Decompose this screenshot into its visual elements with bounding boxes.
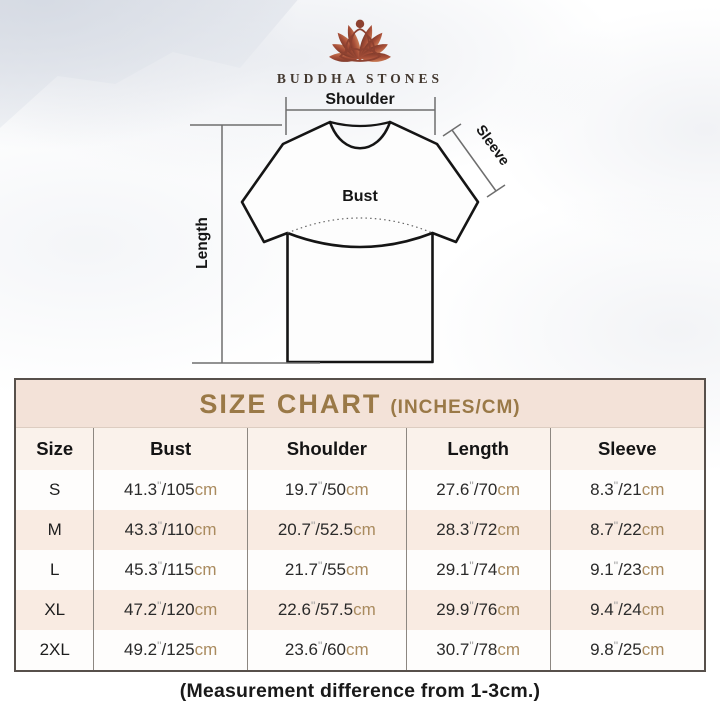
bust-value: 43.3 "/110 cm [94,510,248,550]
table-header-row: Size Bust Shoulder Length Sleeve [16,428,704,470]
table-row-2xl: 2XL 49.2 "/125 cm 23.6 "/60 cm 30.7 "/78 cm 9.8 "/2… [16,630,704,670]
size-label: 2XL [16,630,95,670]
sleeve-value: 9.4 "/24 cm [590,599,665,619]
table-row-m: M 43.3 "/110 cm 20.7 "/52.5 cm 28.3 "/72 cm 8.7 "/2… [16,510,704,550]
size-label: M [16,510,95,550]
column-header-sleeve: Sleeve [597,438,657,459]
lotus-meditation-icon [329,19,391,62]
length-value: 29.1 "/74 cm [407,550,551,590]
brand-name: BUDDHA STONES [276,71,444,86]
bust-label: Bust [342,188,378,205]
column-header-length: Length [407,428,551,470]
size-label: XL [16,590,95,630]
sleeve-value: 8.3 "/21 cm [590,479,665,499]
bust-value: 47.2 "/120 cm [94,590,248,630]
length-value: 30.7 "/78 cm [407,630,551,670]
shoulder-value: 21.7 "/55 cm [248,550,407,590]
brand-logo-block: BUDDHA STONES [0,8,720,87]
length-label: Length [194,217,211,269]
shoulder-value: 19.7 "/50 cm [248,470,407,510]
column-header-size: Size [16,428,95,470]
size-chart-title: SIZE CHART [199,389,382,419]
column-header-shoulder: Shoulder [248,428,407,470]
meditating-figure [338,19,382,62]
sleeve-value: 8.7 "/22 cm [590,519,665,539]
length-value: 29.9 "/76 cm [407,590,551,630]
shoulder-value: 23.6 "/60 cm [248,630,407,670]
size-label: L [16,550,95,590]
sleeve-label: Sleeve [472,122,512,169]
sleeve-value: 9.1 "/23 cm [590,559,665,579]
shoulder-value: 22.6 "/57.5 cm [248,590,407,630]
sleeve-value: 9.8 "/25 cm [590,639,665,659]
shoulder-value: 20.7 "/52.5 cm [248,510,407,550]
collar-back-line [329,120,391,128]
size-chart-title-band: SIZE CHART (INCHES/CM) [16,380,704,428]
shoulder-label: Shoulder [325,91,394,108]
table-row-s: S 41.3 "/105 cm 19.7 "/50 cm 27.6 "/70 cm 8.3 "/21 c… [16,470,704,510]
bust-value: 45.3 "/115 cm [94,550,248,590]
size-table: SIZE CHART (INCHES/CM) Size Bust Shoulder L… [14,378,706,672]
length-measure-line [190,124,320,364]
length-value: 28.3 "/72 cm [407,510,551,550]
size-chart-units: (INCHES/CM) [390,397,521,418]
column-header-bust: Bust [94,428,248,470]
table-body: S 41.3 "/105 cm 19.7 "/50 cm 27.6 "/70 cm 8.3 "/21 c… [16,470,704,670]
tshirt-outline [240,120,480,364]
size-label: S [16,470,95,510]
bust-curve-solid [287,231,433,249]
table-row-xl: XL 47.2 "/120 cm 22.6 "/57.5 cm 29.9 "/76 cm 9.4 " /… [16,590,704,630]
length-value: 27.6 "/70 cm [407,470,551,510]
bust-value: 49.2 "/125 cm [94,630,248,670]
tshirt-measurement-diagram: Shoulder Bust Length Sleeve [190,91,512,364]
bust-value: 41.3 "/105 cm [94,470,248,510]
table-row-l: L 45.3 "/115 cm 21.7 "/55 cm 29.1 "/74 cm 9.1 "/23 c… [16,550,704,590]
measurement-note: (Measurement difference from 1-3cm.) [179,680,541,702]
sleeve-measure-line [442,123,506,198]
shoulder-measure-line [285,97,436,135]
